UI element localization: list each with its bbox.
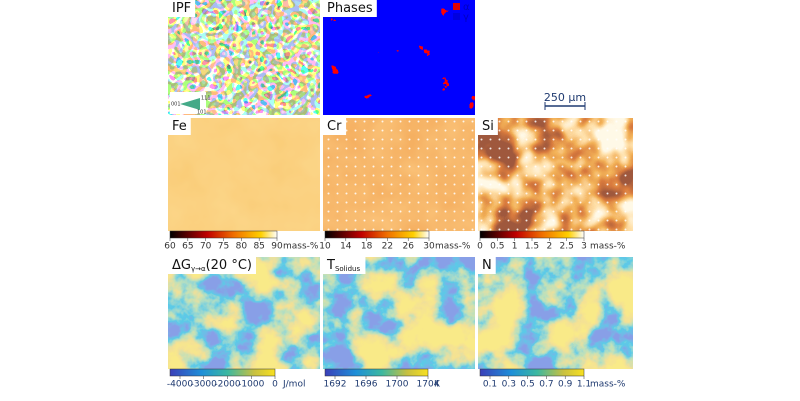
colorbar-tick-label: 75 bbox=[218, 242, 229, 252]
label-main: N bbox=[482, 258, 492, 273]
label-main: Phases bbox=[327, 1, 373, 16]
label-background bbox=[168, 257, 256, 274]
colorbar-tick-label: 26 bbox=[402, 242, 414, 252]
label-main: IPF bbox=[172, 1, 191, 16]
map bbox=[168, 118, 320, 231]
colorbar bbox=[479, 368, 585, 377]
panel-label: ΔGγ→α(20 °C) bbox=[172, 258, 252, 274]
colorbar-unit: mass-% bbox=[590, 242, 626, 252]
panel-label: Fe bbox=[172, 119, 187, 134]
colorbar-tick-label: 3 bbox=[581, 242, 587, 252]
colorbar-tick-label: 10 bbox=[319, 242, 331, 252]
legend-label: α bbox=[463, 2, 470, 13]
colorbar-tick-label: 0.7 bbox=[539, 380, 553, 390]
colorbar bbox=[479, 230, 585, 239]
colorbar-tick-label: -4000 bbox=[167, 380, 193, 390]
legend-swatch bbox=[453, 3, 460, 10]
colorbar-tick-label: 18 bbox=[361, 242, 373, 252]
colorbar-unit: J/mol bbox=[282, 380, 305, 390]
colorbar bbox=[169, 230, 278, 239]
label-background bbox=[323, 118, 347, 135]
measurement-points bbox=[478, 118, 633, 231]
colorbar-tick-label: 1.5 bbox=[525, 242, 539, 252]
label-main: Si bbox=[482, 119, 494, 134]
label-background bbox=[478, 118, 498, 135]
colorbar-unit: mass-% bbox=[435, 242, 471, 252]
ipf-key-label: 101 bbox=[197, 110, 207, 116]
label-background bbox=[168, 0, 196, 17]
panel-label: Si bbox=[482, 119, 494, 134]
colorbar-tick-label: 1704 bbox=[417, 380, 440, 390]
colorbar-tick-label: 1 bbox=[512, 242, 518, 252]
panel-label: IPF bbox=[172, 1, 191, 16]
label-subscript: Solidus bbox=[335, 265, 360, 273]
colorbar-tick-label: 0.9 bbox=[558, 380, 573, 390]
colorbar-tick-label: 1692 bbox=[324, 380, 347, 390]
label-background bbox=[323, 0, 377, 17]
colorbar-tick-label: 90 bbox=[271, 242, 283, 252]
colorbar-unit: mass-% bbox=[590, 380, 626, 390]
legend-swatch bbox=[453, 13, 460, 20]
colorbar-tick-label: 1696 bbox=[355, 380, 378, 390]
colorbar-tick-label: 2.5 bbox=[560, 242, 574, 252]
colorbar-tick-label: 80 bbox=[236, 242, 248, 252]
panel-label: N bbox=[482, 258, 492, 273]
map bbox=[478, 257, 633, 369]
colorbar bbox=[324, 368, 429, 377]
scale-bar-label: 250 µm bbox=[544, 91, 586, 104]
colorbar-tick-label: 65 bbox=[182, 242, 193, 252]
colorbar-tick-label: 1700 bbox=[386, 380, 409, 390]
colorbar-tick-label: 0.1 bbox=[483, 380, 497, 390]
ipf-key-label: 111 bbox=[201, 96, 211, 102]
colorbar-tick-label: 60 bbox=[164, 242, 176, 252]
colorbar bbox=[169, 368, 276, 377]
colorbar-tick-label: 70 bbox=[200, 242, 212, 252]
label-main: ΔG bbox=[172, 258, 191, 273]
colorbar-tick-label: 0.5 bbox=[490, 242, 504, 252]
map bbox=[323, 257, 475, 369]
panel-label: TSolidus bbox=[326, 258, 360, 274]
panel-label: Cr bbox=[327, 119, 342, 134]
colorbar-tick-label: -1000 bbox=[238, 380, 264, 390]
label-subscript: γ→α bbox=[191, 265, 206, 273]
colorbar-tick-label: 2 bbox=[546, 242, 552, 252]
colorbar-tick-label: 85 bbox=[253, 242, 264, 252]
colorbar-unit: K bbox=[434, 380, 441, 390]
map bbox=[323, 0, 475, 115]
colorbar-tick-label: 0.3 bbox=[502, 380, 516, 390]
colorbar-tick-label: 22 bbox=[382, 242, 393, 252]
colorbar-tick-label: -3000 bbox=[191, 380, 217, 390]
colorbar-tick-label: -2000 bbox=[214, 380, 240, 390]
colorbar-tick-label: 1.1 bbox=[577, 380, 591, 390]
colorbar-tick-label: 14 bbox=[340, 242, 352, 252]
label-main: T bbox=[326, 258, 335, 273]
colorbar-tick-label: 0 bbox=[272, 380, 278, 390]
label-background bbox=[323, 257, 366, 274]
colorbar bbox=[324, 230, 430, 239]
panel-label: Phases bbox=[327, 1, 373, 16]
colorbar-tick-label: 0.5 bbox=[520, 380, 534, 390]
colorbar-tick-label: 30 bbox=[423, 242, 435, 252]
label-background bbox=[478, 257, 496, 274]
ipf-key-triangle bbox=[180, 98, 200, 110]
label-suffix: (20 °C) bbox=[206, 258, 252, 273]
label-main: Fe bbox=[172, 119, 187, 134]
colorbar-tick-label: 0 bbox=[477, 242, 483, 252]
measurement-points bbox=[323, 118, 475, 231]
colorbar-unit: mass-% bbox=[283, 242, 319, 252]
label-background bbox=[168, 118, 191, 135]
legend-label: γ bbox=[463, 12, 469, 23]
map bbox=[168, 257, 320, 369]
ipf-key-label: 001 bbox=[171, 102, 181, 108]
label-main: Cr bbox=[327, 119, 342, 134]
